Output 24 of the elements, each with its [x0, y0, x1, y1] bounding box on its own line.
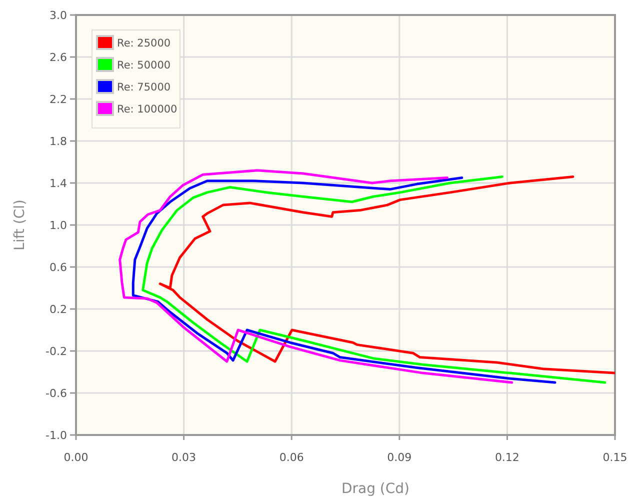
y-tick-label: 2.6	[50, 50, 67, 64]
legend-label: Re: 25000	[117, 38, 171, 50]
legend-label: Re: 50000	[117, 60, 171, 72]
line-series	[118, 169, 514, 384]
y-tick-label: 1.0	[50, 218, 67, 232]
x-tick-label: 0.09	[387, 451, 412, 464]
x-tick-label: 0.15	[602, 451, 628, 464]
y-tick-label: -1.0	[46, 428, 67, 442]
y-tick-label: -0.2	[46, 344, 67, 358]
y-axis-title: Lift (Cl)	[12, 200, 28, 250]
legend-label: Re: 100000	[117, 104, 178, 116]
x-tick-label: 0.06	[279, 451, 304, 464]
y-tick-label: 2.2	[50, 92, 67, 106]
x-tick-label: 0.00	[64, 451, 88, 464]
x-axis-title: Drag (Cd)	[341, 481, 410, 497]
y-tick-label: 0.2	[50, 302, 67, 316]
x-tick-label: 0.03	[172, 451, 196, 464]
y-tick-label: 1.8	[50, 134, 67, 148]
y-tick-label: 1.4	[50, 176, 67, 190]
y-tick-label: -0.6	[46, 386, 67, 400]
x-tick-label: 0.12	[494, 451, 520, 464]
legend-label: Re: 75000	[117, 82, 171, 94]
y-tick-label: 0.6	[50, 260, 67, 274]
y-tick-label: 3.0	[50, 8, 67, 22]
